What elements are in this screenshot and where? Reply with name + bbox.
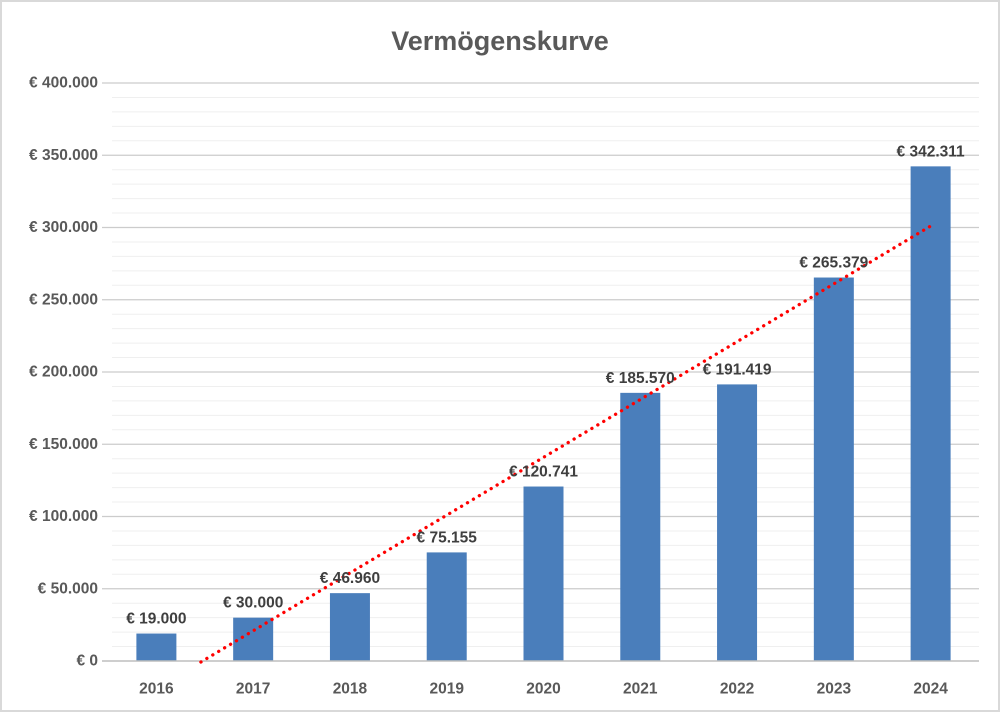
y-tick-label: € 250.000 xyxy=(29,291,98,308)
y-tick-label: € 400.000 xyxy=(29,75,98,92)
y-tick-label: € 350.000 xyxy=(29,147,98,164)
bar xyxy=(329,593,370,661)
chart-title: Vermögenskurve xyxy=(391,26,609,56)
y-tick-label: € 300.000 xyxy=(29,219,98,236)
bar-value-label: € 46.960 xyxy=(320,570,380,587)
x-tick-label: 2021 xyxy=(623,681,658,698)
bar xyxy=(620,392,661,661)
x-tick-label: 2016 xyxy=(139,681,174,698)
bar xyxy=(813,277,854,661)
bar-value-label: € 120.741 xyxy=(509,464,578,481)
bar-value-label: € 75.155 xyxy=(417,529,478,546)
bar-value-label: € 191.419 xyxy=(703,361,772,378)
bar xyxy=(910,166,951,662)
bar-value-label: € 185.570 xyxy=(606,370,675,387)
bar-value-label: € 30.000 xyxy=(223,595,283,612)
x-tick-label: 2019 xyxy=(429,681,464,698)
bar-value-label: € 265.379 xyxy=(799,255,868,272)
y-tick-label: € 100.000 xyxy=(29,508,98,525)
y-tick-label: € 150.000 xyxy=(29,436,98,453)
y-tick-label: € 200.000 xyxy=(29,364,98,381)
bar xyxy=(426,552,467,661)
y-tick-label: € 50.000 xyxy=(38,580,98,597)
x-tick-label: 2018 xyxy=(333,681,368,698)
x-tick-label: 2023 xyxy=(817,681,852,698)
x-tick-label: 2020 xyxy=(526,681,560,698)
bar xyxy=(717,384,758,661)
bar xyxy=(136,633,177,661)
bar xyxy=(233,617,274,661)
y-tick-label: € 0 xyxy=(76,653,98,670)
bar-value-label: € 19.000 xyxy=(126,611,186,628)
bar-value-label: € 342.311 xyxy=(897,143,965,160)
x-tick-label: 2022 xyxy=(720,681,754,698)
x-tick-label: 2017 xyxy=(236,681,270,698)
x-tick-label: 2024 xyxy=(913,681,948,698)
bar xyxy=(523,486,564,661)
